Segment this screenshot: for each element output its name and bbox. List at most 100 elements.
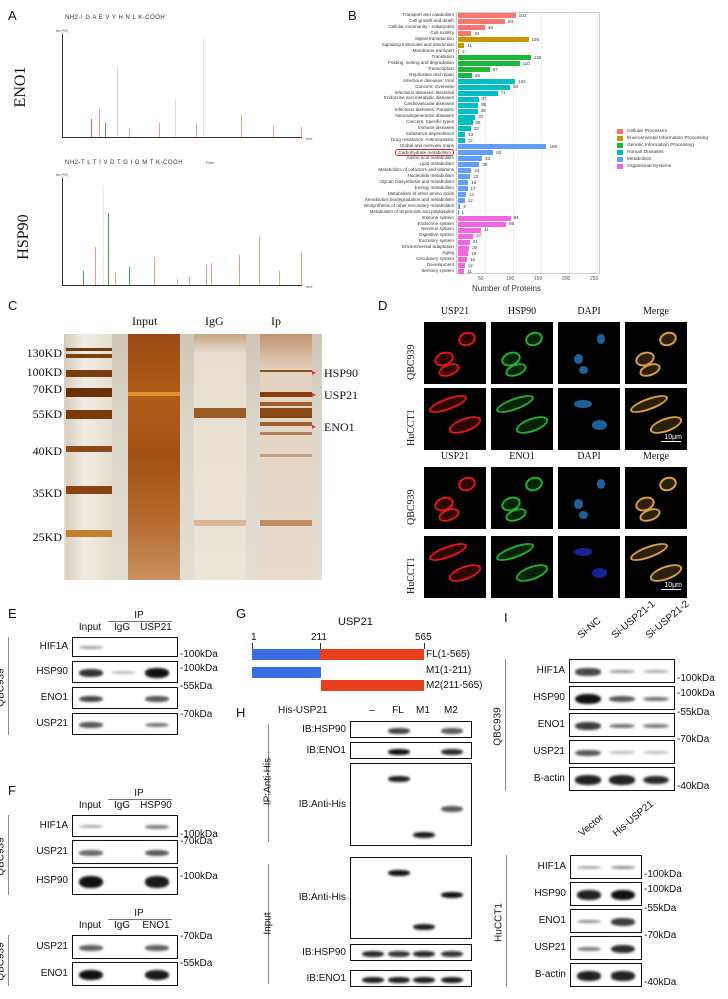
protein-band <box>643 670 669 673</box>
micrograph-tile <box>424 467 486 529</box>
protein-band <box>441 976 463 983</box>
molecular-weight-label: 55kDa <box>180 958 212 969</box>
cell-shape <box>523 329 545 349</box>
bar-value: 12 <box>467 138 473 144</box>
blot-strip <box>350 944 472 961</box>
cell-shape <box>446 560 484 586</box>
lane-label: FL <box>392 705 404 716</box>
cell-shape <box>513 560 551 586</box>
protein-band <box>611 971 635 981</box>
category-label: Endocrine system <box>417 220 454 226</box>
category-label: Nucleotide metabolism <box>407 172 454 178</box>
protein-band <box>575 693 601 705</box>
blot-target-label: USP21 <box>36 846 68 857</box>
lane-label: IgG <box>113 622 131 633</box>
category-label: Carbohydrate metabolism <box>395 149 454 157</box>
blot-target-label: ENO1 <box>538 915 566 926</box>
protein-band <box>145 945 169 951</box>
category-label: Cellular community - eukaryotes <box>388 24 454 29</box>
bar-value: 22 <box>473 173 479 179</box>
protein-band <box>441 806 463 812</box>
lane-label: Vector <box>576 812 606 839</box>
bar-value: 86 <box>509 221 515 227</box>
category-label: Metabolism of cofactors and vitamins <box>378 166 454 172</box>
bar-value: 93 <box>513 84 519 90</box>
lane-label-input: Input <box>132 314 158 328</box>
immunoblot-label: IB:Anti-His <box>298 892 346 903</box>
category-label: Environmental adaptation <box>401 244 454 250</box>
protein-band <box>643 751 669 754</box>
bar-value: 110 <box>522 60 530 66</box>
micrograph-tile <box>491 388 553 450</box>
protein-band <box>79 850 103 856</box>
molecular-weight-label: 100kDa <box>644 884 681 895</box>
bar <box>458 233 474 239</box>
cell-shape <box>523 474 545 494</box>
micrograph-tile <box>491 536 553 598</box>
category-label: Development <box>426 262 454 268</box>
scale-bar-label: 10μm <box>664 582 682 589</box>
blot-strip <box>72 840 178 864</box>
cell-shape <box>446 412 484 438</box>
bar <box>458 54 531 60</box>
bar <box>458 102 479 108</box>
bar-value: 158 <box>549 144 557 149</box>
category-label: Sensory system <box>421 268 454 274</box>
mw-marker-label: 35KD <box>32 486 62 500</box>
molecular-weight-label: 70kDa <box>644 930 676 941</box>
position-1: 1 <box>251 632 257 643</box>
bar <box>458 78 516 84</box>
category-label: Signal transduction <box>414 35 454 41</box>
protein-band <box>643 775 669 785</box>
cell-shape <box>578 511 589 520</box>
mw-marker-label: 55KD <box>32 407 62 421</box>
m2-domain <box>321 680 424 691</box>
category-label: Membrane transport <box>412 47 454 53</box>
protein-band <box>611 918 635 926</box>
bar <box>458 72 472 78</box>
cell-shape <box>597 334 606 344</box>
category-label: Digestive system <box>419 232 454 238</box>
ip-group-label: IP:Anti-His <box>262 757 274 806</box>
category-label: Glycan biosynthesis and metabolism <box>379 178 454 184</box>
category-label: Energy metabolism <box>414 184 454 190</box>
category-label: Global and overview maps <box>399 143 454 149</box>
bar <box>458 191 466 197</box>
protein-band <box>609 723 635 729</box>
marker-lane <box>66 334 112 580</box>
legend-swatch <box>617 143 623 148</box>
bar-value: 103 <box>518 13 527 18</box>
lane-label: USP21 <box>140 622 172 633</box>
micrograph-tile <box>558 467 620 529</box>
bar-value: 11 <box>467 42 472 48</box>
bar-value: 63 <box>496 149 502 155</box>
bar <box>458 60 520 66</box>
micrograph-tile <box>625 467 687 529</box>
cell-shape <box>494 391 536 417</box>
protein-band <box>643 696 669 702</box>
category-label: Cardiovascular diseases <box>403 101 454 107</box>
bar-value: 20 <box>472 245 478 251</box>
molecular-weight-label: 100kDa <box>180 663 217 674</box>
ip-label: IP <box>134 788 144 799</box>
bar <box>458 269 465 275</box>
protein-band <box>145 876 169 888</box>
blot-strip <box>350 763 472 846</box>
channel-label: USP21 <box>440 306 470 317</box>
protein-band <box>362 976 384 983</box>
protein-band <box>577 890 601 900</box>
protein-band <box>388 950 410 957</box>
bar <box>458 108 478 114</box>
blot-target-label: USP21 <box>36 718 68 729</box>
protein-band <box>79 669 103 677</box>
gridline <box>597 13 598 273</box>
blot-strip <box>569 686 675 710</box>
legend-item: Environmental Information Processing <box>617 135 708 142</box>
lane-label: HSP90 <box>140 800 172 811</box>
bar <box>458 114 476 120</box>
blot-target-label: HSP90 <box>534 888 566 899</box>
blot-target-label: ENO1 <box>537 719 565 730</box>
arrow-icon: ▸ <box>312 422 317 431</box>
lane-label-igg: IgG <box>205 314 224 328</box>
legend-swatch <box>617 136 623 141</box>
